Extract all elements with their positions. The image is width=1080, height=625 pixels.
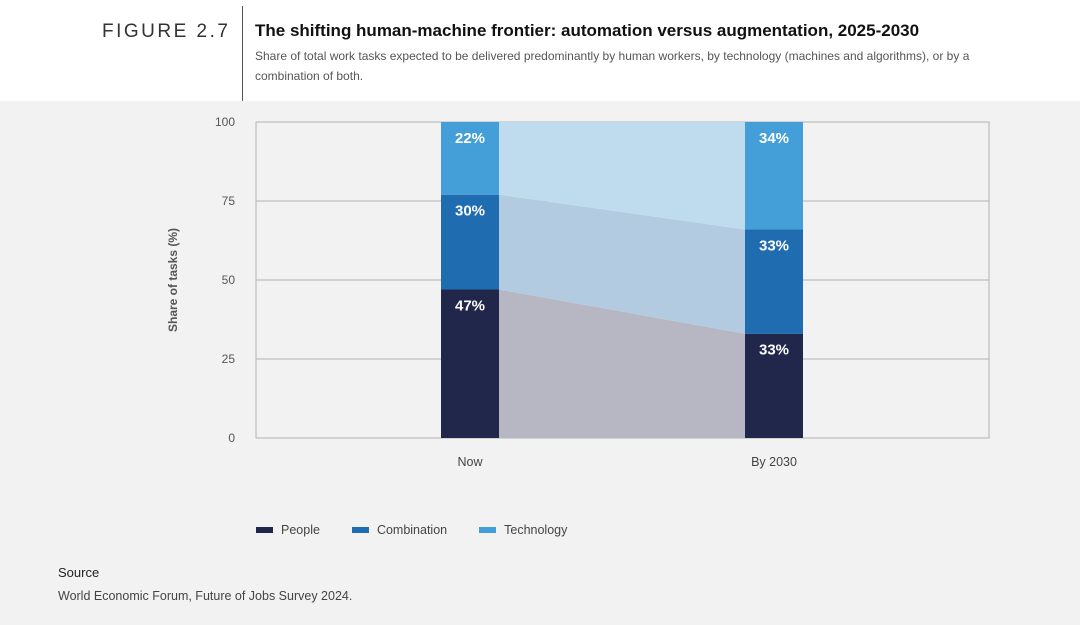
legend-item-combination: Combination xyxy=(351,523,448,537)
legend-swatch-people xyxy=(256,527,273,533)
y-tick-label: 100 xyxy=(215,115,235,129)
bar-segment-people xyxy=(441,289,499,438)
figure-number: FIGURE 2.7 xyxy=(102,21,231,42)
legend-label-technology: Technology xyxy=(504,523,568,537)
bar-segment-technology xyxy=(745,122,803,230)
data-label-people: 47% xyxy=(455,297,485,314)
figure-subtitle: Share of total work tasks expected to be… xyxy=(255,49,970,83)
bar-segment-people xyxy=(745,333,803,438)
y-tick-label: 50 xyxy=(222,273,236,287)
source-text: World Economic Forum, Future of Jobs Sur… xyxy=(58,589,353,603)
figure-title: The shifting human-machine frontier: aut… xyxy=(255,21,920,40)
y-axis-label: Share of tasks (%) xyxy=(166,228,180,332)
bar-segment-technology xyxy=(441,122,499,195)
chart-legend: People Combination Technology xyxy=(256,523,567,537)
y-tick-label: 75 xyxy=(222,194,236,208)
header-divider xyxy=(242,6,243,101)
data-label-combination: 30% xyxy=(455,203,485,220)
legend-item-people: People xyxy=(256,523,320,537)
connector-band-people xyxy=(499,289,745,438)
legend-item-technology: Technology xyxy=(479,523,567,537)
data-label-combination: 33% xyxy=(759,237,789,254)
data-label-technology: 22% xyxy=(455,130,485,147)
y-tick-label: 0 xyxy=(228,431,235,445)
legend-label-people: People xyxy=(281,523,320,537)
x-category-label: By 2030 xyxy=(751,455,797,469)
figure-header: FIGURE 2.7 The shifting human-machine fr… xyxy=(0,0,1080,101)
connector-band-combination xyxy=(499,194,745,334)
connector-band-technology xyxy=(499,122,745,230)
legend-swatch-technology xyxy=(479,527,497,533)
y-tick-label: 25 xyxy=(222,352,236,366)
legend-label-combination: Combination xyxy=(376,523,448,537)
data-label-technology: 34% xyxy=(759,130,789,147)
legend-swatch-combination xyxy=(351,527,369,533)
bar-segment-combination xyxy=(441,194,499,290)
x-category-label: Now xyxy=(457,455,483,469)
data-label-people: 33% xyxy=(759,342,789,359)
bar-segment-combination xyxy=(745,229,803,334)
source-heading: Source xyxy=(58,565,100,580)
